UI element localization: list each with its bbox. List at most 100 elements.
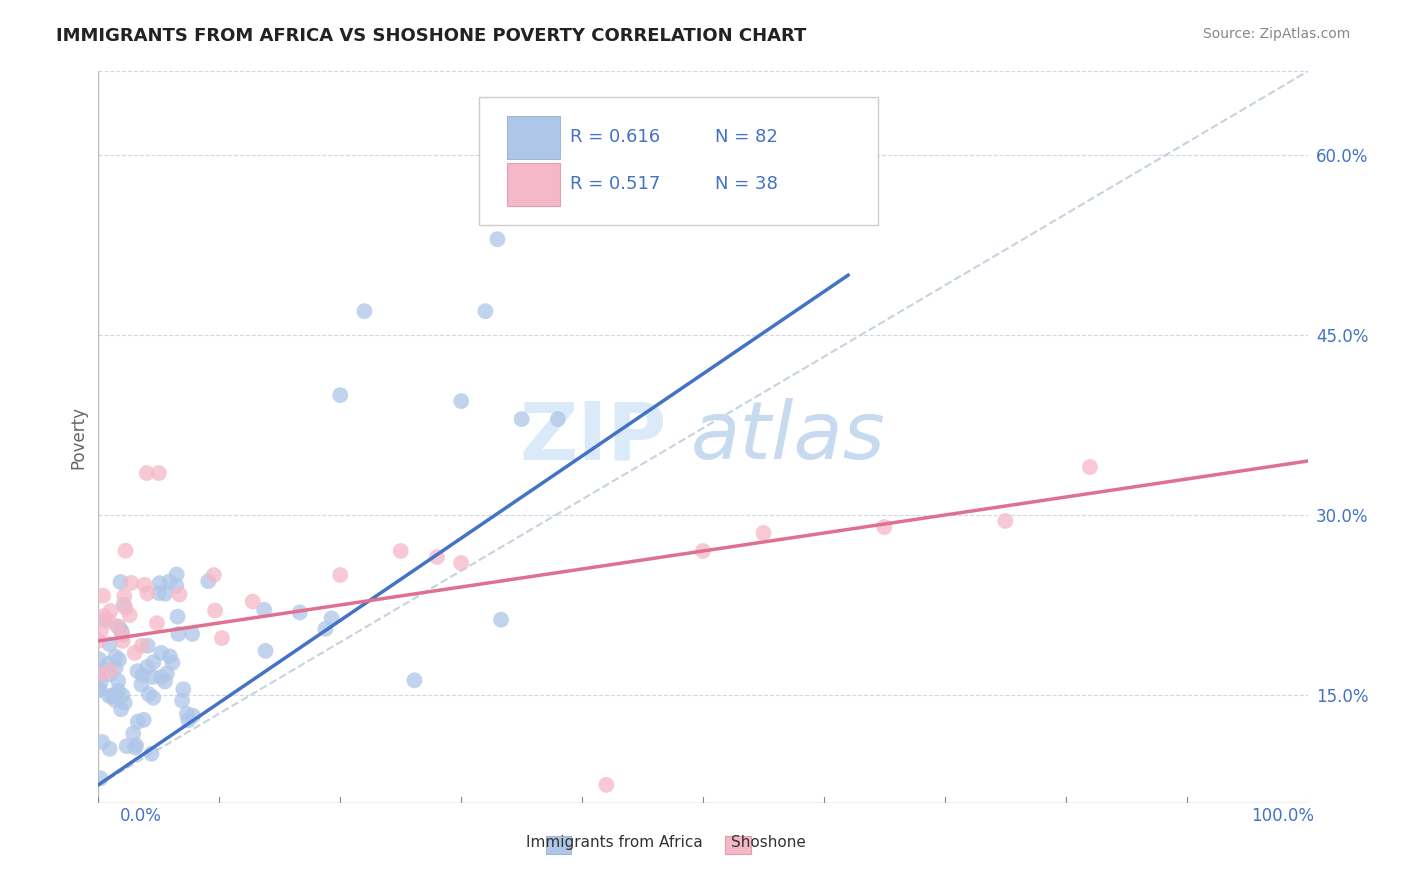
- Point: [692, 544, 714, 558]
- Point: [204, 604, 226, 618]
- Point: [91, 589, 114, 603]
- Point: [118, 608, 141, 623]
- Point: [166, 609, 188, 624]
- Point: [142, 655, 165, 669]
- Point: [211, 631, 233, 645]
- Point: [131, 668, 153, 682]
- Point: [112, 589, 135, 603]
- Point: [98, 667, 121, 681]
- Point: [108, 653, 131, 667]
- Point: [329, 388, 352, 402]
- Point: [202, 568, 225, 582]
- Point: [994, 514, 1017, 528]
- Text: Immigrants from Africa: Immigrants from Africa: [526, 836, 703, 850]
- Point: [489, 613, 512, 627]
- Point: [97, 614, 120, 628]
- Point: [486, 232, 509, 246]
- Point: [166, 567, 188, 582]
- Point: [172, 682, 194, 697]
- Point: [450, 556, 472, 570]
- Point: [90, 667, 112, 681]
- Point: [181, 627, 204, 641]
- Point: [93, 613, 115, 627]
- Text: R = 0.616: R = 0.616: [569, 128, 661, 146]
- Point: [131, 677, 153, 691]
- Point: [104, 661, 127, 675]
- Point: [136, 586, 159, 600]
- Point: [93, 663, 115, 677]
- Point: [474, 304, 496, 318]
- Point: [547, 412, 569, 426]
- Point: [619, 124, 641, 138]
- Point: [89, 669, 111, 683]
- Point: [132, 713, 155, 727]
- Point: [110, 624, 132, 638]
- Point: [153, 587, 176, 601]
- Point: [177, 713, 200, 727]
- Point: [107, 673, 129, 688]
- Point: [288, 606, 311, 620]
- Point: [148, 576, 170, 591]
- Point: [114, 696, 136, 710]
- Point: [150, 670, 173, 684]
- Text: 100.0%: 100.0%: [1251, 807, 1315, 825]
- Point: [111, 688, 134, 702]
- Point: [111, 628, 134, 642]
- Point: [389, 544, 412, 558]
- Point: [146, 616, 169, 631]
- Point: [91, 735, 114, 749]
- Text: 0.0%: 0.0%: [120, 807, 162, 825]
- Point: [426, 549, 449, 564]
- Point: [89, 772, 111, 786]
- Point: [104, 693, 127, 707]
- Point: [242, 594, 264, 608]
- Point: [111, 634, 134, 648]
- Point: [89, 683, 111, 698]
- Point: [595, 778, 617, 792]
- Point: [115, 739, 138, 754]
- Point: [134, 578, 156, 592]
- Point: [159, 649, 181, 664]
- Point: [172, 693, 194, 707]
- Point: [138, 687, 160, 701]
- Point: [153, 674, 176, 689]
- Point: [157, 574, 180, 589]
- Point: [353, 304, 375, 318]
- Point: [97, 657, 120, 671]
- Point: [162, 656, 184, 670]
- Point: [98, 742, 121, 756]
- Point: [141, 747, 163, 761]
- Point: [150, 646, 173, 660]
- Point: [404, 673, 426, 688]
- Point: [114, 543, 136, 558]
- Point: [100, 604, 122, 618]
- Point: [90, 624, 112, 638]
- Point: [136, 660, 159, 674]
- Text: N = 82: N = 82: [716, 128, 778, 146]
- Text: N = 38: N = 38: [716, 175, 778, 193]
- FancyBboxPatch shape: [508, 163, 561, 206]
- Point: [1078, 460, 1101, 475]
- Point: [93, 609, 115, 624]
- Point: [100, 664, 122, 678]
- Point: [176, 706, 198, 721]
- Point: [104, 688, 127, 702]
- Point: [105, 619, 128, 633]
- Point: [329, 568, 352, 582]
- Point: [314, 622, 336, 636]
- Point: [450, 394, 472, 409]
- Text: ZIP: ZIP: [519, 398, 666, 476]
- Point: [98, 637, 121, 651]
- Text: atlas: atlas: [690, 398, 886, 476]
- Point: [135, 466, 157, 480]
- Point: [124, 740, 146, 755]
- Point: [142, 690, 165, 705]
- Point: [114, 600, 136, 615]
- Point: [124, 646, 146, 660]
- Point: [148, 586, 170, 600]
- Point: [112, 598, 135, 612]
- Point: [873, 520, 896, 534]
- Point: [253, 603, 276, 617]
- Point: [321, 611, 343, 625]
- Point: [90, 675, 112, 690]
